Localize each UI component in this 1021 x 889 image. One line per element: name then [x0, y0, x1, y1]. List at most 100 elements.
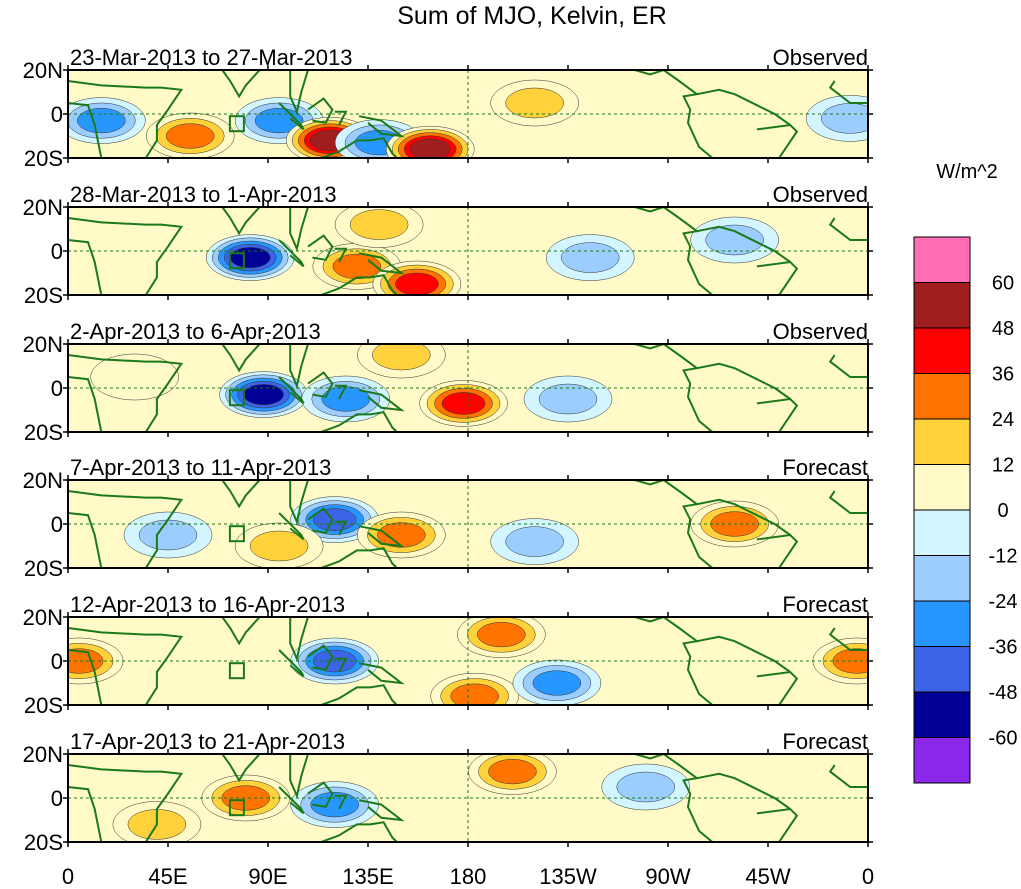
y-tick-label: 20N [23, 332, 63, 357]
contour-band [312, 508, 357, 531]
x-tick-label: 135W [539, 864, 597, 889]
positive-anomaly [468, 754, 557, 795]
colorbar-swatch [913, 737, 971, 784]
x-tick-label: 45E [148, 864, 187, 889]
coastlines [68, 617, 868, 705]
negative-anomaly [523, 375, 613, 423]
coastline [307, 644, 334, 671]
coastline [696, 88, 791, 126]
coastline [68, 354, 184, 432]
y-tick-label: 20S [24, 693, 63, 718]
x-tick-label: 90E [248, 864, 287, 889]
contour-band [532, 670, 582, 696]
coastline [289, 617, 309, 663]
panel-4: 20N 0 20S 7-Apr-2013 to 11-Apr-2013 Forecast [23, 455, 873, 581]
coastline [221, 617, 261, 646]
anomaly-field [123, 496, 779, 568]
coastline [358, 662, 405, 685]
coastline [221, 344, 261, 373]
coastline [756, 670, 799, 705]
y-tick-label: 20S [24, 420, 63, 445]
y-tick-label: 20N [23, 605, 63, 630]
coastline [756, 260, 799, 295]
panel-period-label: 28-Mar-2013 to 1-Apr-2013 [70, 182, 337, 207]
anomaly-field [205, 207, 779, 295]
figure-title: Sum of MJO, Kelvin, ER [397, 2, 667, 30]
coastline [289, 207, 309, 253]
colorbar-label: -60 [989, 728, 1018, 750]
coastline [221, 70, 261, 99]
coastline [334, 794, 348, 810]
colorbar-label: 60 [992, 273, 1014, 295]
coastline [696, 635, 791, 673]
contour-band [377, 522, 426, 548]
y-tick-label: 0 [51, 376, 63, 401]
contour-band [616, 771, 676, 803]
colorbar-swatch [913, 282, 971, 329]
coastline [68, 764, 184, 842]
coastline [334, 384, 348, 400]
negative-anomaly [512, 659, 602, 705]
coastlines [68, 207, 868, 295]
colorbar-swatch [913, 418, 971, 465]
negative-anomaly [290, 496, 379, 543]
coastline [696, 362, 791, 400]
panel-5: 20N 0 20S 12-Apr-2013 to 16-Apr-2013 Forecas… [23, 592, 873, 718]
y-tick-label: 0 [51, 102, 63, 127]
colorbar-label: 0 [997, 500, 1008, 522]
contour-band [441, 392, 486, 415]
coastline [756, 123, 799, 158]
colorbar-swatch [913, 509, 971, 556]
panel-6: 20N 0 20S 17-Apr-2013 to 21-Apr-2013 Forecas… [23, 729, 873, 855]
coastline [334, 520, 348, 536]
negative-anomaly [545, 234, 635, 281]
units-label: W/m^2 [936, 161, 998, 183]
coastline [334, 247, 348, 263]
positive-anomaly [68, 637, 124, 685]
coastline [696, 772, 791, 810]
coastline [289, 344, 309, 390]
positive-anomaly [385, 125, 475, 158]
positive-anomaly [234, 522, 324, 568]
coastline [320, 821, 398, 842]
panel-period-label: 17-Apr-2013 to 21-Apr-2013 [70, 729, 345, 754]
coastline [358, 252, 405, 275]
colorbar-swatch [913, 373, 971, 420]
contour-band [249, 530, 309, 562]
contour-band [477, 622, 526, 648]
coastlines [68, 70, 868, 158]
panels: 20N 0 20S 23-Mar-2013 to 27-Mar-2013 Observe… [23, 45, 873, 855]
panel-period-label: 23-Mar-2013 to 27-Mar-2013 [70, 45, 352, 70]
index-region-box [228, 799, 245, 817]
y-tick-label: 20S [24, 556, 63, 581]
coastline [320, 274, 398, 295]
index-region-box [228, 115, 245, 133]
panel-kind-label: Forecast [782, 729, 868, 754]
coastline [320, 684, 398, 705]
panel-period-label: 7-Apr-2013 to 11-Apr-2013 [70, 455, 331, 480]
colorbar-label: 36 [992, 364, 1014, 386]
x-tick-label: 0 [62, 864, 74, 889]
coastline [828, 627, 868, 651]
x-tick-label: 0 [862, 864, 874, 889]
y-tick-label: 20N [23, 58, 63, 83]
negative-anomaly [68, 97, 146, 144]
coastline [828, 764, 868, 788]
contour-band [450, 683, 499, 705]
colorbar-label: 48 [992, 318, 1014, 340]
contour-band [229, 247, 271, 269]
positive-anomaly [490, 79, 579, 127]
contour-band [332, 253, 382, 279]
x-tick-label: 180 [450, 864, 487, 889]
x-axis: 0 45E 90E 135E 180 135W 90W 45W 0 [62, 864, 874, 889]
contour-band [372, 344, 431, 371]
colorbar-swatch [913, 691, 971, 738]
coastline [320, 411, 398, 432]
coastline [68, 627, 184, 705]
panel-kind-label: Observed [773, 319, 868, 344]
coastline [828, 217, 868, 241]
positive-anomaly [312, 243, 402, 290]
coastline [828, 354, 868, 378]
colorbar-swatch [913, 600, 971, 647]
